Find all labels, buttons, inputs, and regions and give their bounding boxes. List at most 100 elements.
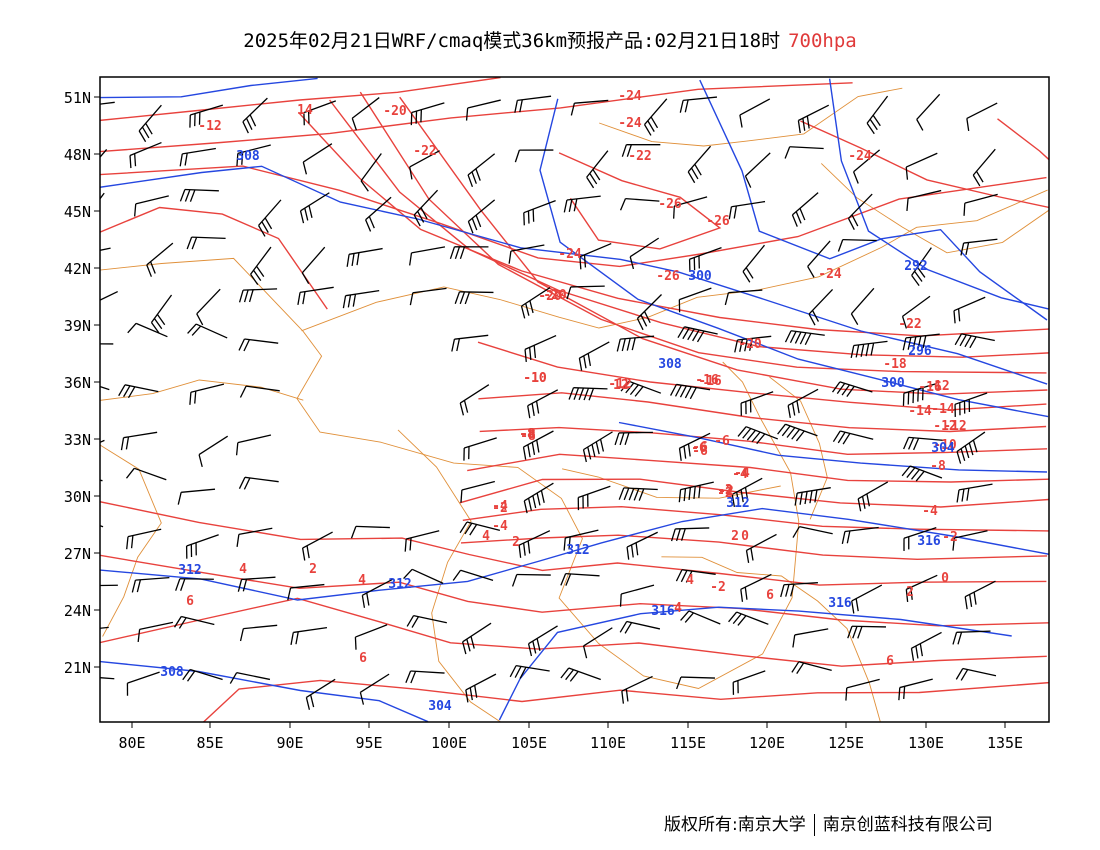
temperature-contour	[462, 505, 1049, 532]
wind-barb	[560, 572, 600, 586]
wind-barb	[236, 144, 271, 167]
temperature-label: -20	[383, 104, 407, 119]
copyright-footer: 版权所有:南京大学 南京创蓝科技有限公司	[664, 810, 993, 836]
temperature-contour	[100, 206, 328, 310]
wind-barb	[960, 238, 998, 256]
wind-barb	[902, 382, 937, 406]
wind-barb	[792, 526, 833, 538]
temperature-label: -8	[520, 427, 536, 442]
temperature-contour	[460, 534, 1048, 561]
map-title: 2025年02月21日WRF/cmaq模式36km预报产品:02月21日18时 7…	[0, 26, 1100, 53]
temperature-label: -6	[692, 444, 708, 459]
border-line	[301, 189, 1048, 332]
wind-barb	[797, 104, 830, 134]
wind-barb	[409, 287, 447, 306]
wind-barb	[302, 143, 333, 175]
height-label: 312	[566, 543, 589, 558]
wind-barb	[586, 150, 609, 189]
wind-barb	[361, 578, 393, 608]
temperature-label: 14	[297, 103, 313, 118]
lat-tick-label: 51N	[64, 89, 91, 107]
temperature-contour	[100, 554, 1049, 627]
wind-barb	[857, 481, 889, 512]
wind-barb	[732, 670, 766, 695]
wind-barb	[731, 477, 763, 507]
temperature-label: 2	[906, 585, 914, 600]
wind-barb	[687, 145, 712, 184]
temperature-label: -12	[926, 379, 949, 394]
wind-barb	[901, 465, 943, 482]
wind-barb	[126, 671, 160, 696]
wind-barb	[560, 667, 601, 682]
height-label: 308	[160, 665, 184, 680]
wind-barb	[238, 476, 279, 490]
lon-tick-label: 105E	[511, 734, 547, 752]
height-label: 308	[236, 149, 260, 164]
wind-barb	[739, 98, 771, 128]
wind-barb	[784, 146, 824, 159]
wind-barb	[953, 296, 986, 324]
wind-barb	[964, 580, 996, 610]
temperature-label: -10	[523, 371, 547, 386]
wind-barb	[568, 387, 608, 401]
wind-barb	[360, 153, 382, 192]
wind-barb	[679, 96, 718, 113]
wind-barb	[196, 288, 221, 326]
wind-barb	[365, 196, 392, 232]
temperature-contour	[467, 453, 1049, 483]
lon-tick-label: 110E	[590, 734, 626, 752]
temperature-label: -24	[558, 247, 582, 262]
wind-barb	[745, 533, 777, 563]
wind-barb	[346, 247, 383, 267]
lon-tick-label: 130E	[908, 734, 944, 752]
height-contour	[100, 660, 429, 722]
height-label: 304	[428, 699, 452, 714]
wind-barb	[514, 95, 552, 113]
temperature-label: -24	[618, 89, 642, 104]
temperature-label: 2	[309, 562, 317, 577]
temperature-contour	[800, 120, 1049, 209]
height-label: 300	[688, 269, 712, 284]
wind-barb	[911, 247, 932, 286]
wind-barb	[509, 664, 550, 679]
temperature-label: -2	[717, 486, 733, 501]
wind-barb	[351, 97, 380, 131]
wind-barb	[138, 104, 162, 143]
temperature-label: -24	[848, 149, 872, 164]
wind-barb	[100, 192, 105, 221]
wind-barb	[100, 101, 115, 108]
wind-barb	[570, 99, 609, 116]
temperature-label: 6	[886, 654, 894, 669]
wind-barb	[514, 149, 554, 163]
height-contour	[498, 606, 1012, 721]
wind-barb	[744, 152, 771, 188]
wind-barb	[688, 246, 722, 272]
wind-barb	[134, 195, 169, 217]
wind-barb	[952, 630, 991, 645]
wind-barb	[837, 238, 877, 252]
wind-barb	[956, 483, 993, 503]
temperature-contour	[100, 82, 853, 153]
temperature-label: 4	[686, 573, 694, 588]
wind-barb	[413, 189, 439, 227]
wind-barb	[527, 389, 559, 419]
wind-barb	[903, 526, 937, 551]
wind-barb	[841, 526, 879, 545]
wind-barb	[518, 530, 551, 558]
wind-barb	[966, 102, 998, 132]
temperature-label: 4	[358, 573, 366, 588]
temperature-contour	[477, 341, 1047, 411]
lat-tick-label: 21N	[64, 659, 91, 677]
wind-barb	[405, 670, 445, 684]
temperature-label: -24	[618, 116, 642, 131]
wind-barb	[866, 95, 889, 135]
temperature-label: 2	[731, 529, 739, 544]
copyright-left: 版权所有:南京大学	[664, 815, 806, 835]
temperature-contour	[202, 679, 1049, 722]
wind-barb	[626, 531, 658, 560]
wind-barb	[409, 246, 446, 266]
wind-barb	[850, 340, 888, 359]
latitude-axis: 51N 48N 45N 42N 39N 36N 33N 30N 27N 24N 21N	[64, 89, 100, 677]
wind-barb	[952, 530, 988, 551]
temperature-label: -24	[818, 267, 842, 282]
